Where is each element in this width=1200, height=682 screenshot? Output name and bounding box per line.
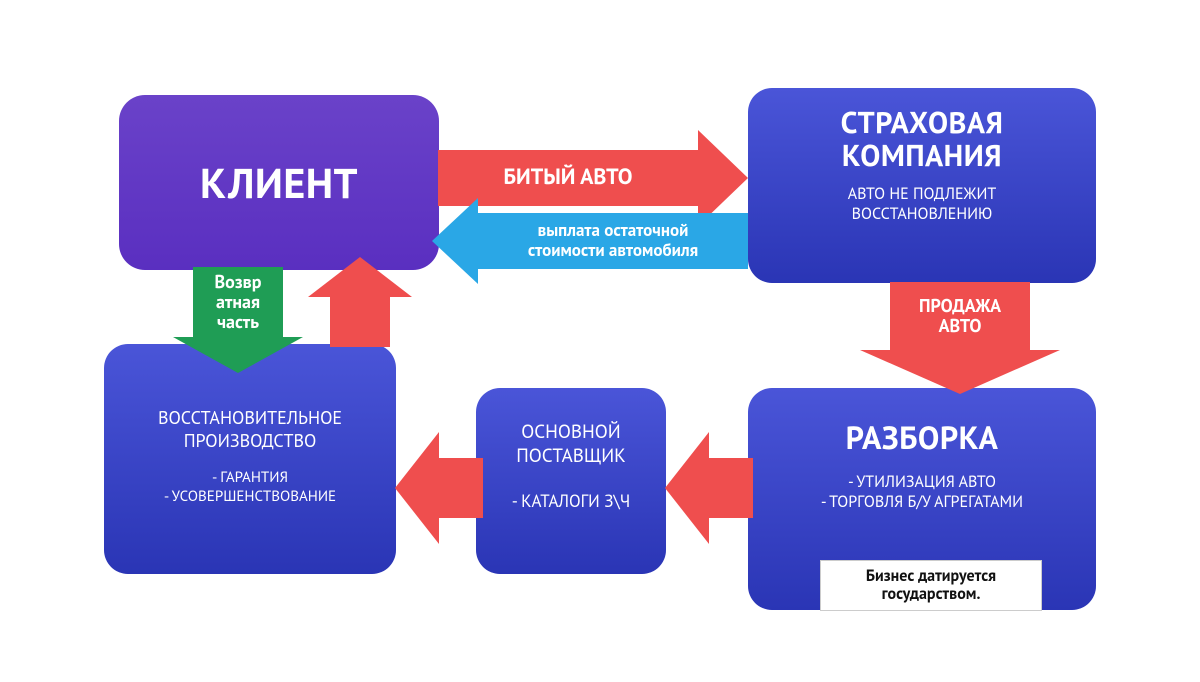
arrow-supplier-to-restoration	[395, 432, 483, 544]
arrow-restoration-to-client	[308, 257, 412, 347]
node-supplier-line-1: ОСНОВНОЙ	[494, 420, 648, 444]
arrow-insurance-to-disassembly-line-2: АВТО	[919, 316, 1001, 336]
arrow-disassembly-to-supplier	[665, 432, 753, 544]
node-restoration-bullet-1: - ГАРАНТИЯ	[122, 468, 378, 487]
diagram-stage: КЛИЕНТ СТРАХОВАЯ КОМПАНИЯ АВТО НЕ ПОДЛЕЖ…	[0, 0, 1200, 682]
node-supplier: ОСНОВНОЙ ПОСТАВЩИК - КАТАЛОГИ З\Ч	[476, 388, 666, 574]
node-client: КЛИЕНТ	[119, 95, 439, 270]
node-disassembly-bullet-2: - ТОРГОВЛЯ Б/У АГРЕГАТАМИ	[766, 492, 1078, 512]
arrow-insurance-to-disassembly: ПРОДАЖА АВТО	[860, 282, 1060, 394]
arrow-head-down-icon	[173, 337, 303, 373]
node-restoration-bullet-2: - УСОВЕРШЕНСТВОВАНИЕ	[122, 487, 378, 506]
arrow-insurance-to-client-line-2: стоимости автомобиля	[528, 241, 698, 261]
node-client-title: КЛИЕНТ	[200, 155, 358, 210]
node-insurance-subtitle-1: АВТО НЕ ПОДЛЕЖИТ	[766, 184, 1078, 204]
node-insurance-title: СТРАХОВАЯ КОМПАНИЯ	[766, 106, 1078, 172]
node-restoration-line-1: ВОССТАНОВИТЕЛЬНОЕ	[122, 406, 378, 429]
arrow-head-down-icon	[860, 350, 1060, 394]
arrow-head-left-icon	[665, 432, 709, 544]
arrow-head-up-icon	[308, 257, 412, 297]
arrow-client-to-restoration-line-2: атная	[215, 292, 262, 312]
node-supplier-line-2: ПОСТАВЩИК	[494, 444, 648, 468]
arrow-client-to-restoration-line-3: часть	[215, 312, 262, 332]
node-restoration-line-2: ПРОИЗВОДСТВО	[122, 429, 378, 452]
footnote-line-1: Бизнес датируется	[829, 567, 1033, 585]
footnote-line-2: государством.	[829, 585, 1033, 603]
arrow-insurance-to-client: выплата остаточной стоимости автомобиля	[432, 198, 748, 284]
arrow-head-left-icon	[432, 198, 478, 284]
arrow-client-to-insurance-label: БИТЫЙ АВТО	[504, 165, 633, 190]
footnote-box: Бизнес датируется государством.	[820, 560, 1042, 611]
node-restoration: ВОССТАНОВИТЕЛЬНОЕ ПРОИЗВОДСТВО - ГАРАНТИ…	[104, 344, 396, 574]
node-disassembly-bullet-1: - УТИЛИЗАЦИЯ АВТО	[766, 472, 1078, 492]
node-insurance-subtitle-2: ВОССТАНОВЛЕНИЮ	[766, 204, 1078, 224]
node-supplier-line-3: - КАТАЛОГИ З\Ч	[494, 490, 648, 512]
arrow-head-left-icon	[395, 432, 439, 544]
node-disassembly-title: РАЗБОРКА	[766, 416, 1078, 458]
arrow-client-to-restoration: Возвр атная часть	[173, 267, 303, 373]
node-insurance: СТРАХОВАЯ КОМПАНИЯ АВТО НЕ ПОДЛЕЖИТ ВОСС…	[748, 88, 1096, 283]
